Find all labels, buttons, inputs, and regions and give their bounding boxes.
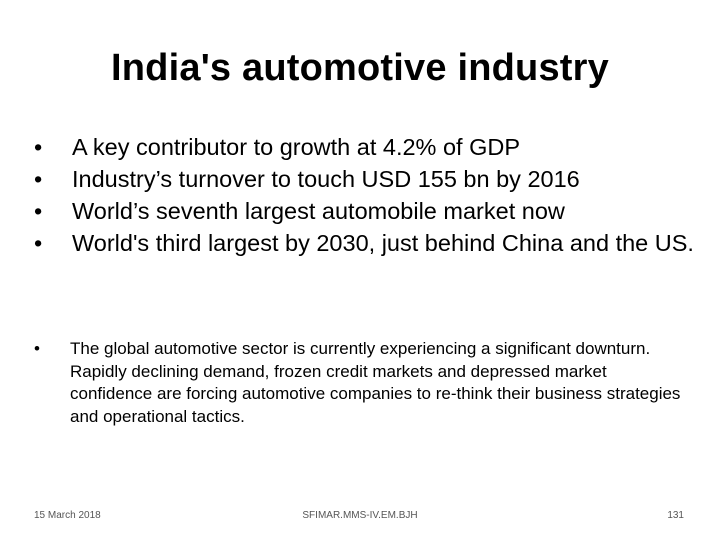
bullet-icon: • xyxy=(34,166,43,192)
bullet-icon: • xyxy=(34,339,40,358)
page-number: 131 xyxy=(667,510,684,521)
bullet-icon: • xyxy=(34,198,43,224)
bullet-item: • The global automotive sector is curren… xyxy=(34,338,686,428)
bullet-text: World’s seventh largest automobile marke… xyxy=(72,198,565,224)
footer-text: SFIMAR.MMS-IV.EM.BJH xyxy=(302,510,418,521)
bullet-text: World's third largest by 2030, just behi… xyxy=(72,230,694,256)
bullet-icon: • xyxy=(34,134,43,160)
secondary-bullet-list: • The global automotive sector is curren… xyxy=(34,338,686,428)
slide-title: India's automotive industry xyxy=(111,47,609,89)
bullet-text: Industry’s turnover to touch USD 155 bn … xyxy=(72,166,580,192)
bullet-text: A key contributor to growth at 4.2% of G… xyxy=(72,134,521,160)
bullet-item: • A key contributor to growth at 4.2% of… xyxy=(34,132,694,162)
bullet-item: • Industry’s turnover to touch USD 155 b… xyxy=(34,164,694,194)
bullet-text: The global automotive sector is currentl… xyxy=(70,339,681,426)
bullet-icon: • xyxy=(34,230,43,256)
bullet-item: • World’s seventh largest automobile mar… xyxy=(34,196,694,226)
footer-date: 15 March 2018 xyxy=(34,510,101,521)
main-bullet-list: • A key contributor to growth at 4.2% of… xyxy=(34,132,694,260)
bullet-item: • World's third largest by 2030, just be… xyxy=(34,228,694,258)
